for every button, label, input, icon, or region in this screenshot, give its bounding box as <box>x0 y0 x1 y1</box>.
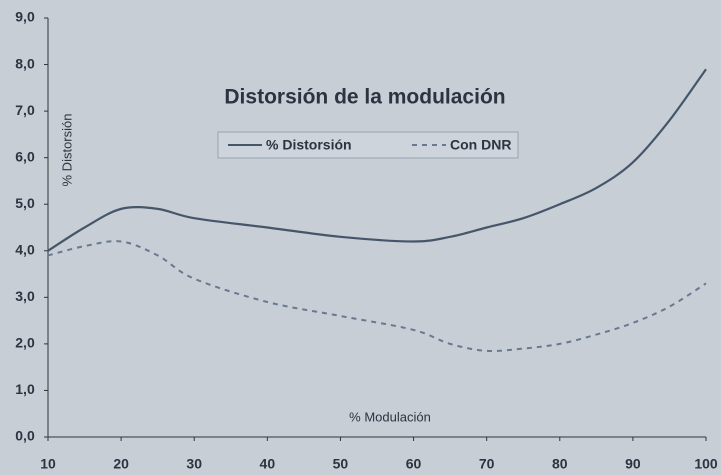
y-tick-label: 5,0 <box>15 195 35 211</box>
legend-box <box>217 131 519 159</box>
y-tick-label: 2,0 <box>15 335 35 351</box>
x-axis-label: % Modulación <box>349 409 431 424</box>
y-tick-label: 3,0 <box>15 288 35 304</box>
chart-title: Distorsión de la modulación <box>224 86 505 109</box>
x-tick-label: 80 <box>552 456 568 472</box>
x-tick-label: 90 <box>625 456 641 472</box>
x-tick-label: 50 <box>333 456 349 472</box>
y-tick-label: 4,0 <box>15 241 35 257</box>
legend-label: % Distorsión <box>266 137 352 153</box>
x-tick-label: 100 <box>694 456 718 472</box>
legend-label: Con DNR <box>450 137 511 153</box>
line-series <box>47 68 707 252</box>
x-tick-label: 20 <box>113 456 129 472</box>
y-tick-label: 1,0 <box>15 381 35 397</box>
x-tick-label: 40 <box>260 456 276 472</box>
x-tick-label: 60 <box>406 456 422 472</box>
x-tick-label: 30 <box>186 456 202 472</box>
x-tick-label: 10 <box>40 456 56 472</box>
y-tick-label: 9,0 <box>15 9 35 25</box>
y-axis-label: % Distorsión <box>59 114 74 187</box>
x-tick-label: 70 <box>479 456 495 472</box>
y-tick-label: 7,0 <box>15 102 35 118</box>
y-tick-label: 0,0 <box>15 428 35 444</box>
y-tick-label: 8,0 <box>15 55 35 71</box>
y-tick-label: 6,0 <box>15 148 35 164</box>
line-series <box>47 240 707 353</box>
